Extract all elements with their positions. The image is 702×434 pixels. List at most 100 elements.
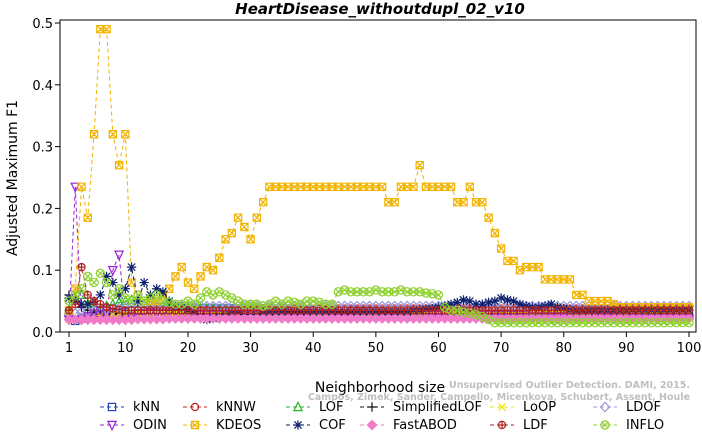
data-point-inflo: [383, 287, 394, 297]
data-point-inflo: [327, 299, 337, 309]
data-point-inflo: [133, 290, 143, 300]
legend-item-simplifiedlof: SimplifiedLOF: [360, 400, 482, 415]
data-point-inflo: [64, 296, 74, 306]
legend-label-loop: LoOP: [523, 400, 556, 415]
data-point-kdeos: [390, 198, 399, 207]
data-point-inflo: [665, 318, 675, 328]
legend-marker-odin: [106, 420, 118, 431]
series-line-ldof: [68, 305, 689, 317]
data-point-inflo: [189, 299, 199, 309]
data-point-ldf: [83, 290, 92, 300]
data-point-inflo: [195, 293, 206, 303]
data-point-cof: [515, 299, 525, 309]
data-point-cof: [477, 299, 487, 309]
data-point-kdeos: [114, 160, 124, 170]
data-point-inflo: [559, 318, 569, 328]
data-point-kdeos: [190, 284, 199, 293]
data-point-inflo: [446, 305, 456, 316]
data-point-inflo: [239, 299, 250, 309]
data-point-cof: [64, 293, 74, 303]
data-point-cof: [139, 277, 149, 288]
y-tick-label: 0.4: [32, 79, 53, 94]
data-point-cof: [114, 290, 124, 300]
data-point-inflo: [684, 318, 694, 328]
y-tick-label: 0.1: [32, 264, 53, 279]
x-tick-label: 10: [117, 341, 134, 356]
data-point-cof: [76, 299, 87, 309]
data-point-inflo: [89, 277, 99, 288]
data-point-inflo: [533, 318, 544, 328]
data-point-inflo: [515, 318, 525, 328]
legend: kNN kNNW LOF SimplifiedLOF LoOP LDOF ODIN KDEOS…: [100, 400, 664, 433]
data-point-kdeos: [415, 160, 424, 170]
data-point-kdeos: [446, 182, 456, 191]
data-point-ldf: [684, 306, 694, 315]
data-point-inflo: [83, 271, 93, 282]
data-point-inflo: [502, 318, 513, 328]
x-tick-label: 80: [555, 341, 572, 356]
legend-marker-ldf: [497, 420, 507, 430]
legend-label-ldf: LDF: [523, 418, 548, 433]
data-point-kdeos: [496, 244, 506, 253]
data-point-odin: [114, 250, 125, 261]
legend-item-ldof: LDOF: [593, 400, 661, 415]
data-point-kdeos: [171, 272, 180, 281]
data-point-cof: [483, 297, 494, 307]
data-point-inflo: [652, 318, 663, 328]
data-point-inflo: [540, 318, 550, 328]
data-point-inflo: [577, 318, 588, 328]
data-point-inflo: [377, 287, 387, 297]
data-point-ldf: [64, 306, 74, 315]
data-point-cof: [471, 299, 481, 309]
data-point-inflo: [245, 299, 256, 309]
data-point-cof: [496, 293, 506, 303]
data-point-inflo: [70, 290, 80, 300]
data-point-inflo: [302, 296, 312, 306]
data-point-cof: [101, 271, 112, 281]
data-point-cof: [127, 262, 137, 272]
data-point-inflo: [170, 299, 181, 309]
legend-item-cof: COF: [286, 418, 346, 433]
data-point-kdeos: [227, 228, 237, 238]
data-point-kdeos: [246, 235, 255, 244]
data-point-inflo: [678, 318, 688, 328]
data-point-cof: [465, 296, 475, 306]
data-point-cof: [521, 301, 531, 311]
data-point-odin: [70, 182, 81, 193]
plot-frame: [59, 19, 697, 333]
legend-marker-inflo: [600, 420, 610, 430]
data-point-kdeos: [77, 182, 86, 191]
data-point-kdeos: [478, 198, 487, 207]
data-point-cof: [446, 299, 456, 309]
data-point-inflo: [508, 318, 519, 328]
chart-title: HeartDisease_withoutdupl_02_v10: [235, 0, 525, 18]
legend-label-knn: kNN: [133, 400, 160, 415]
legend-label-ldof: LDOF: [626, 400, 661, 415]
y-axis-label: Adjusted Maximum F1: [5, 100, 21, 256]
legend-item-knnw: kNNW: [183, 400, 256, 415]
data-point-inflo: [126, 296, 137, 306]
data-point-kdeos: [215, 253, 224, 263]
data-point-kdeos: [196, 272, 205, 281]
data-point-odin: [107, 266, 118, 277]
x-tick-label: 90: [618, 341, 635, 356]
data-point-inflo: [346, 287, 356, 297]
data-point-kdeos: [108, 130, 118, 139]
x-tick-label: 30: [242, 341, 259, 356]
data-point-inflo: [634, 318, 644, 328]
data-point-cof: [108, 277, 118, 288]
series-layer: [63, 24, 695, 328]
data-point-inflo: [151, 290, 162, 300]
data-point-inflo: [352, 287, 362, 297]
data-point-inflo: [546, 318, 556, 328]
x-tick-label: 50: [368, 341, 385, 356]
data-point-ldf: [77, 262, 86, 272]
legend-item-loop: LoOP: [490, 400, 556, 415]
data-point-cof: [452, 297, 462, 307]
series-inflo: [64, 268, 694, 328]
series-kdeos: [64, 24, 694, 315]
data-point-inflo: [95, 268, 106, 278]
watermark-line1: Unsupervised Outlier Detection. DAMI, 20…: [449, 380, 690, 391]
data-point-inflo: [358, 287, 369, 297]
